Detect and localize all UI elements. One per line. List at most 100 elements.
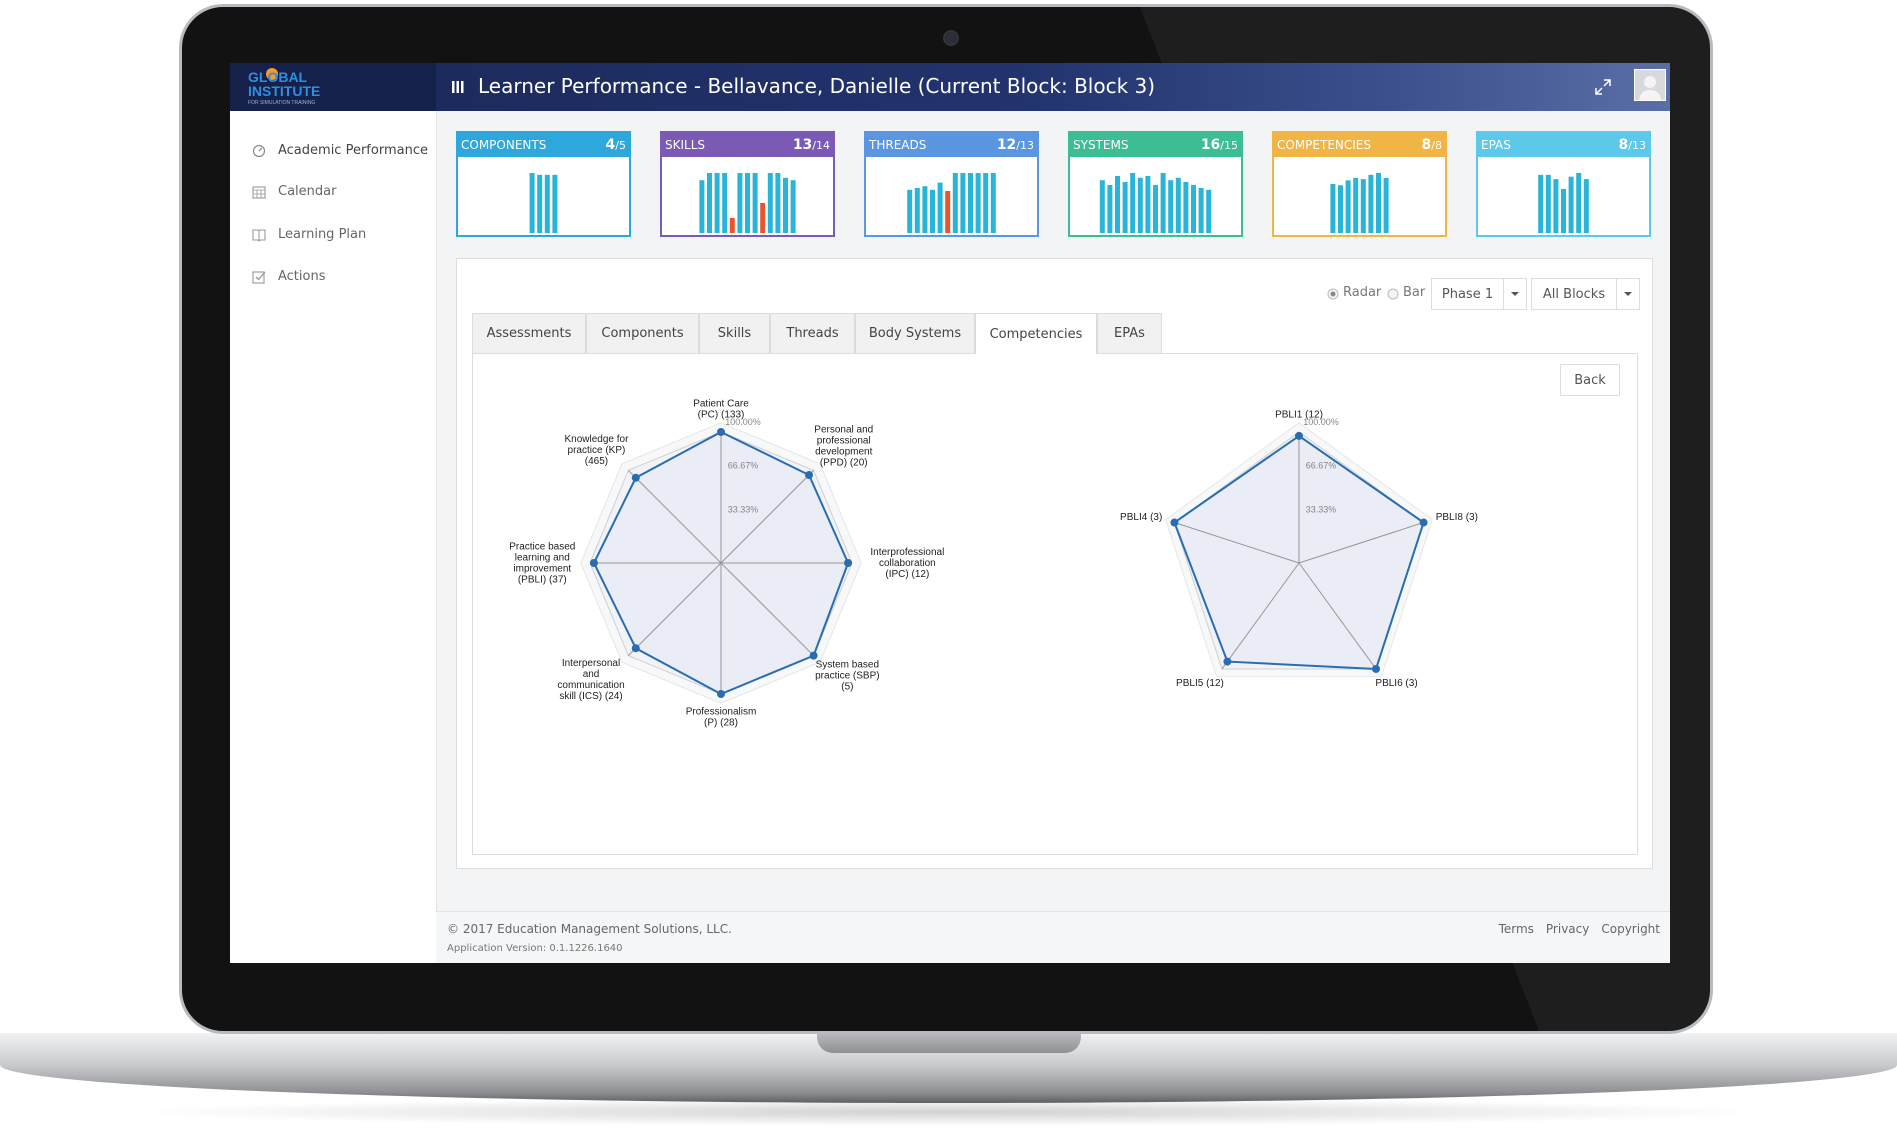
tab[interactable]: Components xyxy=(586,313,699,353)
footer: © 2017 Education Management Solutions, L… xyxy=(436,911,1670,963)
card-score-wrap: 12/13 xyxy=(997,137,1034,153)
card-bar xyxy=(783,177,788,233)
card-total: /15 xyxy=(1220,139,1238,152)
card-bar xyxy=(1137,177,1143,233)
phase-dropdown[interactable]: Phase 1 xyxy=(1431,278,1527,310)
summary-card[interactable]: SKILLS 13/14 xyxy=(660,131,835,237)
radar-axis-label: Patient Care (PC) (133) xyxy=(693,398,749,420)
radar-axis-label: Interprofessional collaboration (IPC) (12) xyxy=(870,547,944,580)
card-header: THREADS 12/13 xyxy=(866,133,1037,157)
sidebar-label: Academic Performance xyxy=(278,143,428,158)
sidebar-icon xyxy=(252,185,266,199)
sidebar-icon xyxy=(252,270,266,284)
card-bar xyxy=(922,186,928,233)
radar-axis-label-line: (PPD) (20) xyxy=(820,458,868,469)
back-button[interactable]: Back xyxy=(1560,364,1620,396)
tab[interactable]: Competencies xyxy=(975,313,1097,354)
view-radio[interactable] xyxy=(1327,288,1339,300)
radar-axis-label-line: development xyxy=(815,447,872,458)
sidebar-item[interactable]: Calendar xyxy=(252,184,336,199)
card-bar xyxy=(1345,180,1351,233)
dropdown-caret xyxy=(1616,279,1632,309)
radio-ring xyxy=(1387,288,1399,300)
sidebar-label: Learning Plan xyxy=(278,227,367,242)
menu-icon[interactable] xyxy=(452,81,464,94)
summary-card[interactable]: THREADS 12/13 xyxy=(864,131,1039,237)
expand-icon[interactable] xyxy=(1594,78,1612,96)
card-score: 13 xyxy=(792,137,813,153)
summary-card[interactable]: COMPONENTS 4/5 xyxy=(456,131,631,237)
card-title: SKILLS xyxy=(665,138,706,152)
card-score-wrap: 8/13 xyxy=(1619,137,1646,153)
copyright: © 2017 Education Management Solutions, L… xyxy=(447,922,732,936)
sidebar-item[interactable]: Learning Plan xyxy=(252,227,366,242)
sidebar-item[interactable]: Academic Performance xyxy=(252,143,428,158)
logo[interactable]: GLOBAL INSTITUTE FOR SIMULATION TRAINING xyxy=(230,63,436,111)
card-bar xyxy=(1191,185,1196,233)
tab[interactable]: Assessments xyxy=(472,313,586,353)
radar-axis xyxy=(628,562,722,656)
radar-axis-label-line: PBLI5 (12) xyxy=(1176,678,1224,689)
card-score-wrap: 16/15 xyxy=(1201,137,1238,153)
radar-axis xyxy=(720,470,814,564)
card-bar xyxy=(1561,188,1566,233)
card-bar xyxy=(960,173,966,233)
card-bar-chart xyxy=(699,173,796,233)
sidebar-item[interactable]: Actions xyxy=(252,269,326,284)
radar-axis-label: PBLI5 (12) xyxy=(1176,678,1224,689)
card-bar xyxy=(760,203,766,233)
radar-axis-label: Interpersonal and communication skill (ICS)… xyxy=(557,658,624,702)
card-bar xyxy=(699,180,705,233)
card-bar xyxy=(745,173,750,233)
card-bar xyxy=(968,173,973,233)
radar-point xyxy=(589,559,598,567)
summary-card[interactable]: COMPETENCIES 8/8 xyxy=(1272,131,1447,237)
card-title: COMPETENCIES xyxy=(1277,138,1372,152)
card-header: EPAS 8/13 xyxy=(1478,133,1649,157)
view-radio[interactable] xyxy=(1387,288,1399,300)
card-bar xyxy=(1553,179,1559,233)
tab[interactable]: Skills xyxy=(699,313,770,353)
radar-axis-label: Knowledge for practice (KP) (465) xyxy=(564,434,629,467)
user-avatar[interactable] xyxy=(1634,69,1666,101)
card-bar xyxy=(990,173,996,233)
dropdown-label: Phase 1 xyxy=(1441,286,1494,302)
card-bar xyxy=(767,173,773,233)
card-total: /8 xyxy=(1431,139,1442,152)
card-header: SKILLS 13/14 xyxy=(662,133,833,157)
card-bar xyxy=(1383,177,1389,233)
tab[interactable]: EPAs xyxy=(1097,313,1162,353)
logo-globe xyxy=(266,68,278,80)
dropdown-caret xyxy=(1503,279,1519,309)
summary-card[interactable]: SYSTEMS 16/15 xyxy=(1068,131,1243,237)
card-bar xyxy=(937,182,943,233)
card-bar xyxy=(714,173,720,233)
card-bar xyxy=(1160,173,1166,233)
radar-axis xyxy=(1174,522,1300,564)
card-bar xyxy=(907,189,913,233)
laptop-notch xyxy=(817,1033,1081,1053)
card-bar xyxy=(1206,189,1212,233)
card-bar-chart xyxy=(529,173,558,233)
radar-point xyxy=(631,473,640,482)
footer-link[interactable]: Copyright xyxy=(1601,922,1660,936)
card-bar xyxy=(1107,185,1113,233)
card-bar xyxy=(1368,174,1374,233)
footer-link[interactable]: Privacy xyxy=(1545,922,1590,936)
view-option-label: Bar xyxy=(1403,285,1426,300)
card-header: COMPONENTS 4/5 xyxy=(458,133,629,157)
blocks-dropdown[interactable]: All Blocks xyxy=(1531,278,1640,310)
radar-point xyxy=(717,690,725,698)
header: GLOBAL INSTITUTE FOR SIMULATION TRAINING… xyxy=(230,63,1670,111)
card-bar xyxy=(707,173,712,233)
tab[interactable]: Threads xyxy=(770,313,855,353)
sidebar-label: Actions xyxy=(278,269,326,284)
tab[interactable]: Body Systems xyxy=(855,313,975,353)
summary-card[interactable]: EPAS 8/13 xyxy=(1476,131,1651,237)
footer-link[interactable]: Terms xyxy=(1498,922,1534,936)
radar-axis-label-line: practice (KP) xyxy=(568,445,626,456)
card-bar-chart xyxy=(1099,173,1212,233)
card-bar xyxy=(1145,176,1151,233)
card-bar xyxy=(722,173,728,233)
